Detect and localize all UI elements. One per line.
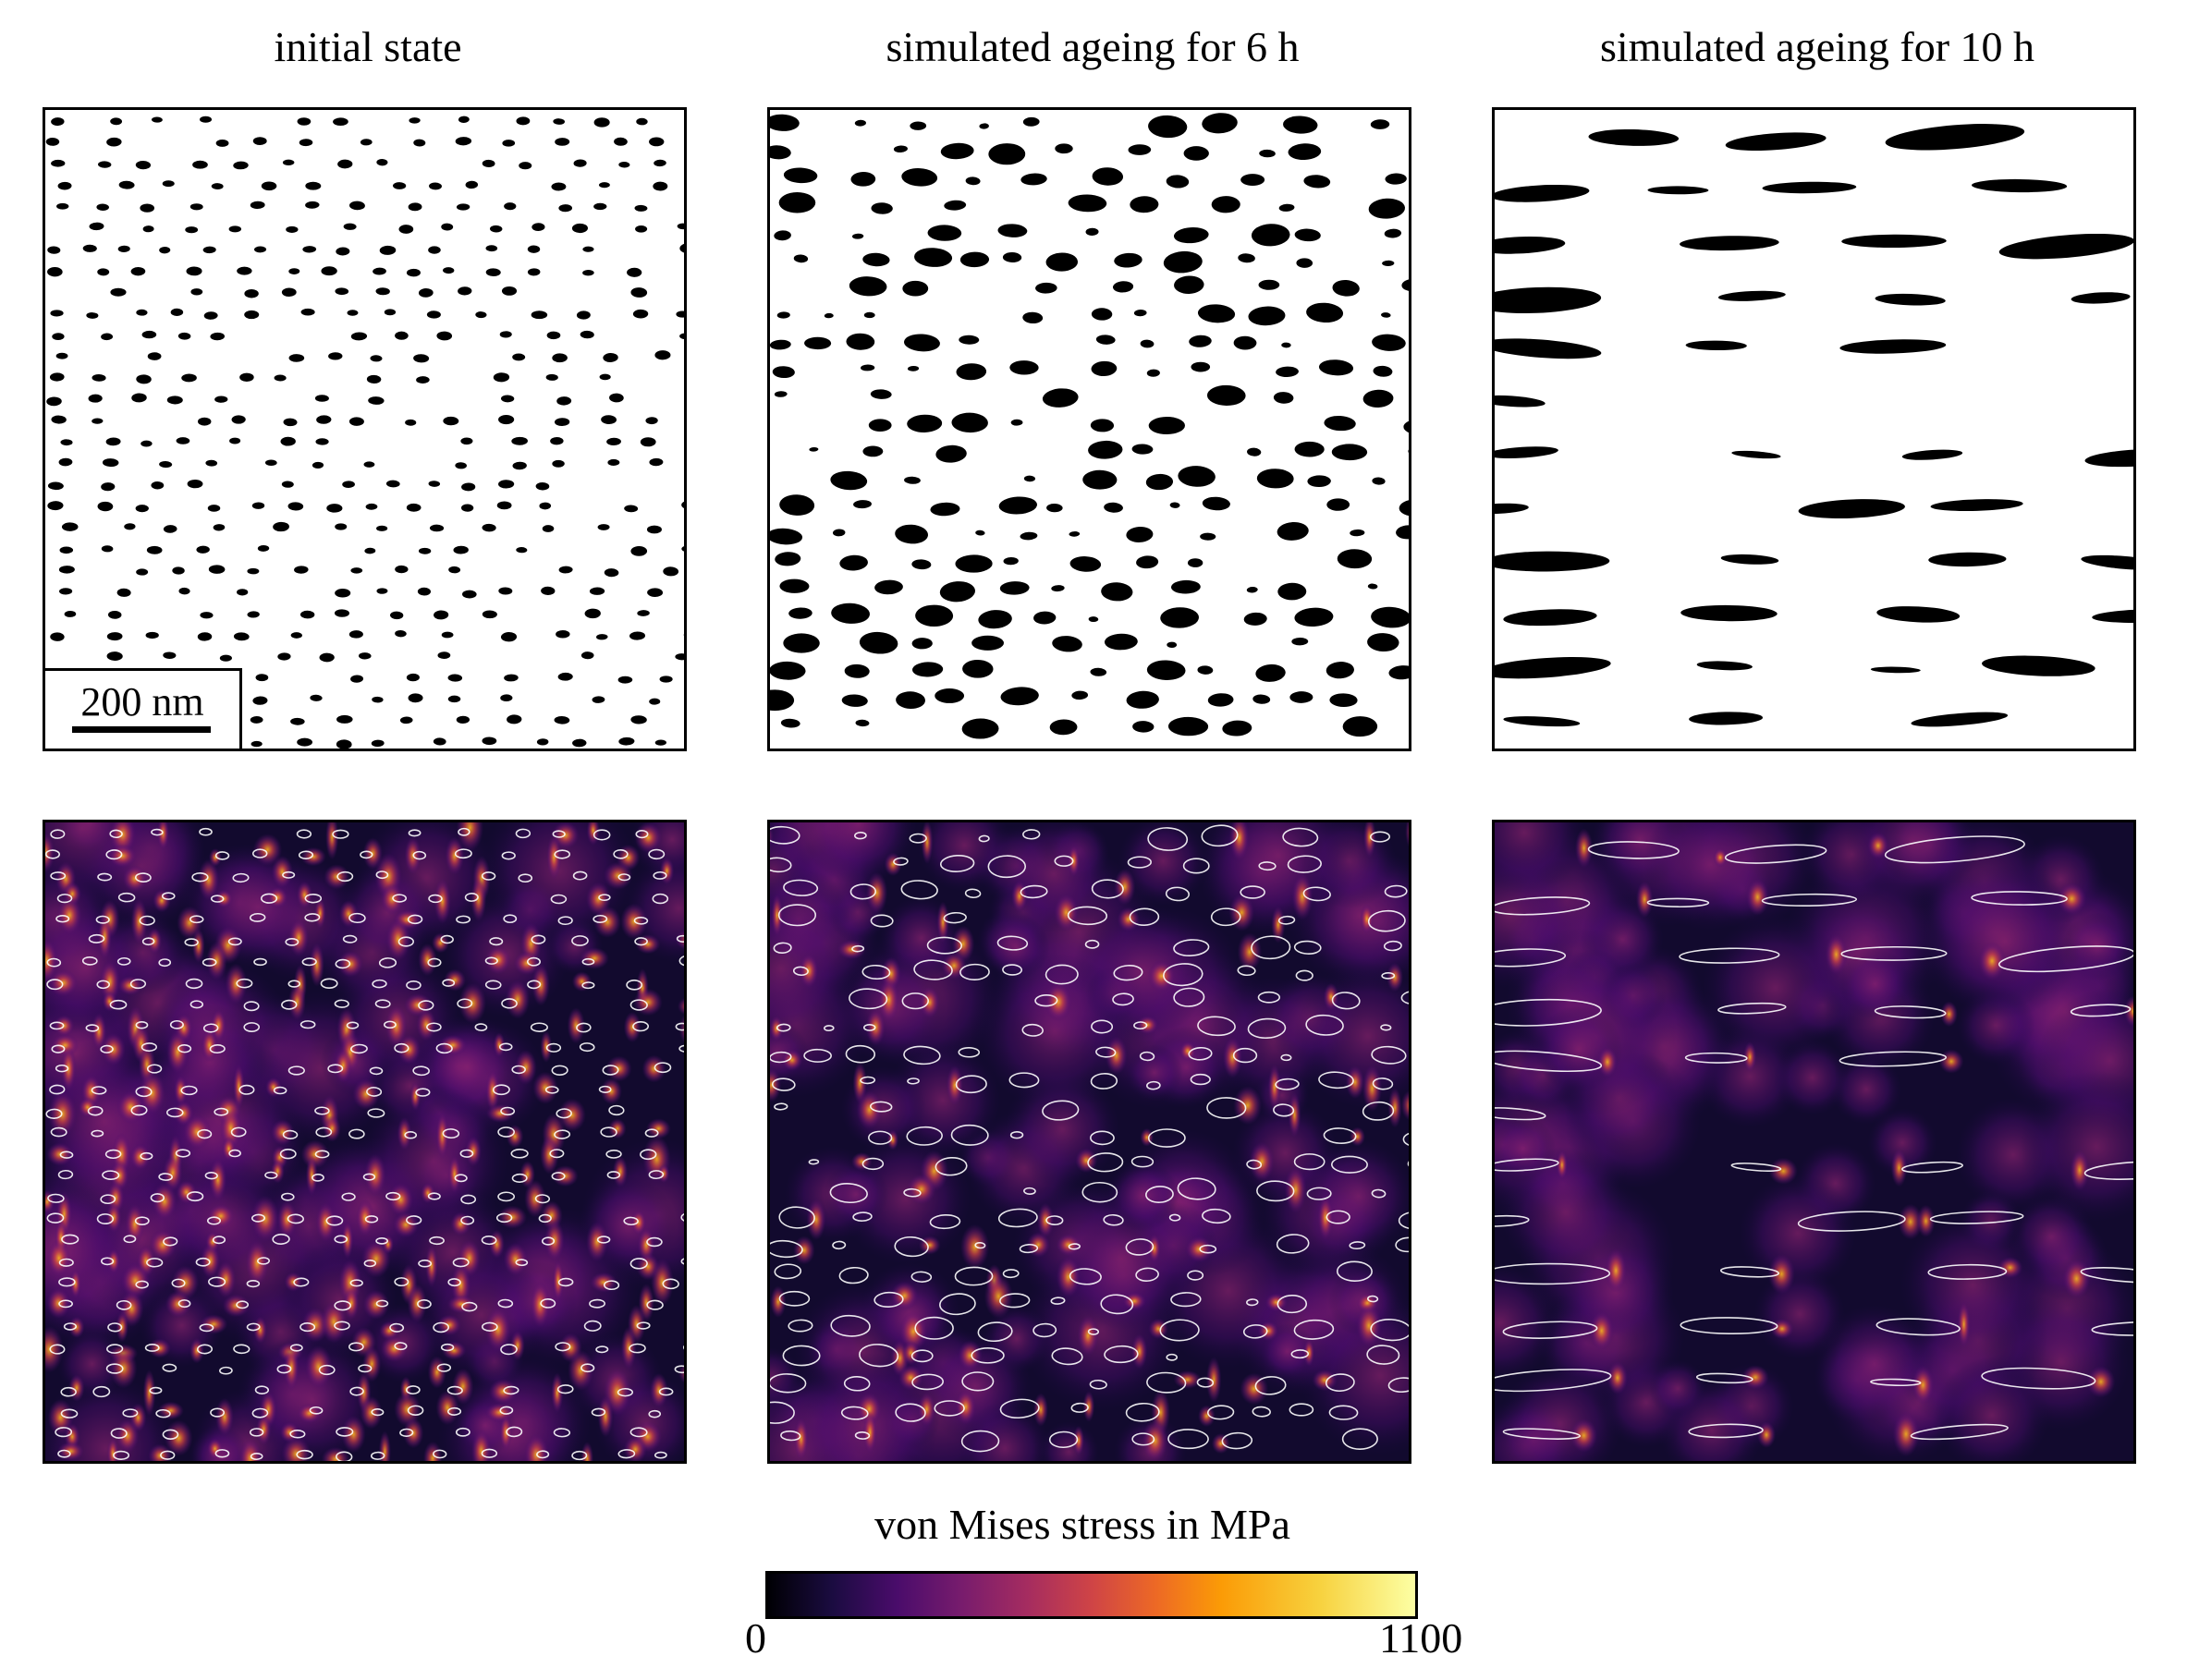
column-title-ageing-6h: simulated ageing for 6 h: [886, 23, 1300, 70]
column-title-ageing-10h: simulated ageing for 10 h: [1599, 23, 2035, 70]
stress-panel-10h: [1492, 820, 2136, 1464]
microstructure-initial-image: [45, 110, 684, 749]
microstructure-panel-6h: [767, 107, 1411, 751]
colorbar-title: von Mises stress in MPa: [874, 1501, 1290, 1548]
colorbar-min-label: 0: [745, 1614, 766, 1662]
microstructure-panel-10h: [1492, 107, 2136, 751]
colorbar: [765, 1571, 1418, 1619]
microstructure-6h-image: [770, 110, 1409, 749]
microstructure-panel-initial: 200 nm: [43, 107, 687, 751]
column-title-initial-state: initial state: [274, 23, 462, 70]
scale-bar-line: [72, 726, 211, 733]
scale-bar-label: 200 nm: [80, 679, 204, 724]
stress-field-6h-image: [770, 822, 1409, 1461]
stress-panel-6h: [767, 820, 1411, 1464]
stress-field-initial-image: [45, 822, 684, 1461]
colorbar-max-label: 1100: [1379, 1614, 1463, 1662]
scale-bar: 200 nm: [45, 668, 242, 749]
stress-field-10h-image: [1495, 822, 2133, 1461]
microstructure-10h-image: [1495, 110, 2133, 749]
stress-panel-initial: [43, 820, 687, 1464]
